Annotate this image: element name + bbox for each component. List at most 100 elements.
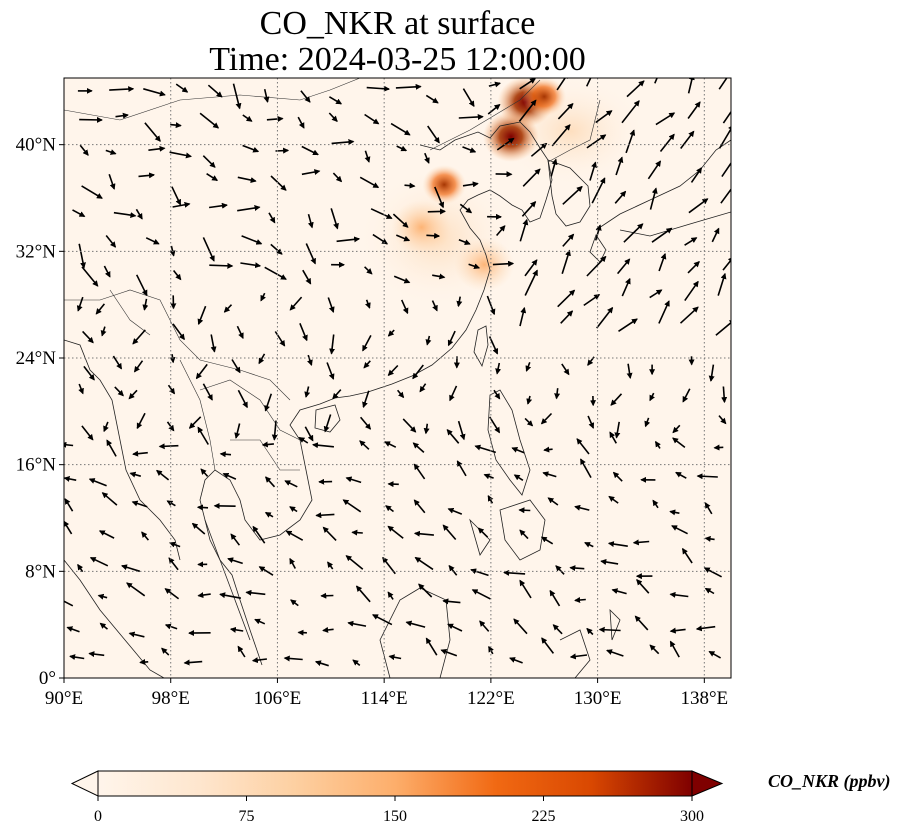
wind-arrow bbox=[519, 579, 532, 599]
wind-arrow bbox=[331, 139, 355, 146]
wind-arrow bbox=[704, 587, 715, 595]
wind-arrow bbox=[423, 423, 430, 435]
wind-arrow bbox=[387, 591, 394, 600]
wind-arrow bbox=[396, 389, 405, 399]
wind-arrow bbox=[651, 227, 673, 243]
wind-arrow bbox=[254, 618, 266, 625]
wind-arrow bbox=[479, 620, 490, 632]
wind-arrow bbox=[82, 330, 94, 344]
wind-arrow bbox=[342, 499, 362, 513]
wind-arrow bbox=[524, 269, 538, 296]
wind-arrow bbox=[161, 647, 170, 656]
wind-arrow bbox=[708, 364, 715, 382]
wind-arrow bbox=[88, 478, 107, 487]
wind-arrow bbox=[612, 471, 623, 482]
wind-arrow bbox=[268, 212, 276, 224]
wind-arrow bbox=[219, 592, 242, 599]
wind-arrow bbox=[418, 583, 433, 598]
wind-arrow bbox=[265, 476, 276, 488]
lat-tick-label: 16°N bbox=[16, 455, 57, 476]
wind-arrow bbox=[270, 175, 287, 191]
lon-tick-label: 138°E bbox=[680, 688, 728, 709]
wind-arrow bbox=[557, 102, 574, 120]
wind-arrow bbox=[172, 201, 191, 208]
wind-arrow bbox=[690, 167, 703, 183]
wind-arrow bbox=[387, 525, 404, 539]
wind-arrow bbox=[672, 424, 681, 434]
wind-arrow bbox=[586, 134, 607, 149]
wind-arrow bbox=[210, 334, 217, 353]
wind-arrow bbox=[183, 659, 203, 666]
wind-arrow bbox=[260, 292, 266, 302]
wind-vectors bbox=[64, 78, 731, 667]
colorbar-tick-label: 0 bbox=[94, 808, 102, 825]
wind-arrow bbox=[301, 145, 319, 156]
map-title-line1: CO_NKR at surface bbox=[259, 5, 536, 42]
wind-arrow bbox=[81, 185, 103, 199]
wind-arrow bbox=[644, 417, 651, 428]
wind-arrow bbox=[78, 383, 84, 395]
wind-arrow bbox=[330, 208, 339, 230]
wind-arrow bbox=[513, 474, 524, 481]
wind-arrow bbox=[197, 305, 207, 326]
wind-arrow bbox=[144, 122, 161, 142]
wind-arrow bbox=[715, 319, 731, 336]
wind-arrow bbox=[112, 355, 123, 370]
wind-arrow bbox=[242, 114, 253, 122]
wind-arrow bbox=[359, 416, 372, 430]
colorbar-min-extend bbox=[70, 770, 99, 797]
wind-arrow bbox=[365, 299, 371, 309]
wind-arrow bbox=[258, 353, 266, 365]
wind-arrow bbox=[345, 476, 362, 484]
wind-arrow bbox=[289, 557, 297, 569]
wind-arrow bbox=[549, 589, 561, 607]
wind-arrow bbox=[79, 144, 89, 156]
wind-arrow bbox=[322, 626, 334, 633]
wind-arrow bbox=[202, 155, 216, 168]
wind-arrow bbox=[229, 626, 244, 633]
wind-arrow bbox=[542, 471, 557, 478]
wind-arrow bbox=[618, 318, 638, 332]
wind-arrow bbox=[158, 443, 179, 450]
wind-arrow bbox=[97, 593, 108, 600]
wind-arrow bbox=[351, 529, 363, 536]
wind-arrow bbox=[200, 468, 209, 477]
wind-arrow bbox=[427, 125, 440, 144]
wind-arrow bbox=[274, 331, 286, 347]
coastlines bbox=[64, 121, 731, 678]
wind-arrow bbox=[252, 525, 266, 544]
wind-arrow bbox=[261, 441, 274, 448]
wind-arrow bbox=[669, 640, 680, 658]
wind-arrow bbox=[231, 359, 241, 374]
wind-arrow bbox=[540, 536, 554, 545]
wind-arrow bbox=[227, 557, 243, 565]
wind-arrow bbox=[524, 417, 534, 427]
wind-arrow bbox=[121, 564, 141, 573]
lat-tick-label: 0° bbox=[39, 668, 56, 689]
wind-arrow bbox=[554, 388, 561, 400]
wind-arrow bbox=[289, 506, 298, 513]
wind-arrow bbox=[167, 384, 176, 395]
wind-arrow bbox=[314, 660, 329, 667]
lon-tick-label: 130°E bbox=[574, 688, 622, 709]
wind-arrow bbox=[521, 201, 537, 217]
wind-arrow bbox=[611, 588, 627, 595]
wind-arrow bbox=[230, 533, 241, 546]
wind-arrow bbox=[172, 323, 185, 341]
wind-arrow bbox=[289, 296, 303, 311]
wind-arrow bbox=[471, 589, 491, 600]
wind-arrow bbox=[103, 421, 109, 433]
wind-arrow bbox=[266, 115, 284, 122]
wind-arrow bbox=[424, 152, 430, 164]
wind-arrow bbox=[264, 266, 287, 280]
wind-arrow bbox=[412, 364, 424, 380]
wind-arrow bbox=[569, 565, 585, 572]
wind-arrow bbox=[440, 649, 458, 657]
wind-arrow bbox=[682, 388, 691, 403]
wind-arrow bbox=[171, 186, 182, 206]
wind-arrow bbox=[483, 473, 494, 480]
wind-arrow bbox=[684, 237, 698, 246]
wind-arrow bbox=[307, 354, 313, 366]
wind-arrow bbox=[108, 173, 116, 190]
